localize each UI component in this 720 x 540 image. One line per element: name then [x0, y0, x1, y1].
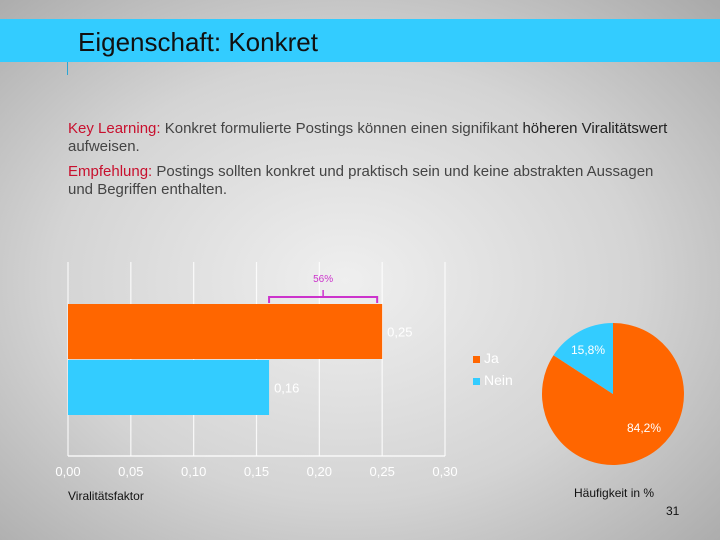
key-learning-paragraph: Key Learning: Konkret formulierte Postin… — [68, 120, 668, 156]
legend-label-ja: Ja — [484, 350, 499, 366]
x-tick-label-2: 0,10 — [181, 464, 206, 479]
x-tick-label-6: 0,30 — [432, 464, 457, 479]
page-number: 31 — [666, 504, 680, 518]
key-learning-label: Key Learning: — [68, 120, 161, 137]
recommendation-text: Postings sollten konkret und praktisch s… — [68, 163, 654, 198]
bar-value-label-nein: 0,16 — [274, 381, 299, 396]
legend-label-nein: Nein — [484, 372, 513, 388]
bar-value-label-ja: 0,25 — [387, 325, 412, 340]
page-title: Eigenschaft: Konkret — [78, 27, 318, 57]
x-tick-label-3: 0,15 — [244, 464, 269, 479]
annotation-label: 56% — [313, 274, 333, 285]
legend-item-nein: Nein — [473, 372, 513, 388]
bar-axis-title: Viralitätsfaktor — [68, 489, 144, 503]
key-learning-end: aufweisen. — [68, 138, 140, 155]
x-tick-label-4: 0,20 — [307, 464, 332, 479]
title-bar — [0, 19, 720, 62]
legend-swatch-ja — [473, 355, 480, 363]
pie-slice-nein — [553, 323, 613, 394]
x-tick-label-1: 0,05 — [118, 464, 143, 479]
key-learning-text: Konkret formulierte Postings können eine… — [160, 120, 523, 137]
recommendation-label: Empfehlung: — [68, 163, 153, 180]
bar-ja — [68, 304, 383, 359]
pie-title: Häufigkeit in % — [574, 486, 655, 500]
legend-swatch-nein — [473, 377, 480, 385]
title-accent-line — [67, 62, 68, 75]
x-tick-label-0: 0,00 — [55, 464, 80, 479]
bar-nein — [68, 360, 270, 415]
pie-value-label-ja: 84,2% — [627, 421, 661, 435]
legend-item-ja: Ja — [473, 350, 499, 366]
key-learning-strong: höheren Viralitätswert — [522, 120, 668, 137]
pie-value-label-nein: 15,8% — [571, 343, 605, 357]
x-tick-label-5: 0,25 — [370, 464, 395, 479]
recommendation-paragraph: Empfehlung: Postings sollten konkret und… — [68, 163, 668, 199]
